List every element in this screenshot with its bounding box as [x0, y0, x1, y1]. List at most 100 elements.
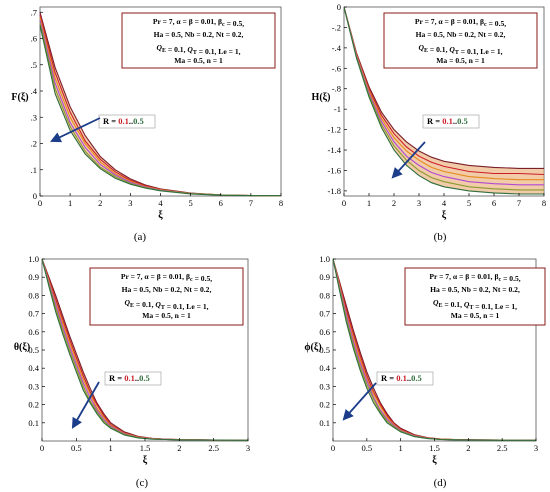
y-tick-label: 0.7: [319, 309, 330, 319]
trend-arrow: [342, 382, 377, 421]
chart-panel-c: 0 0.5 1 1.5 2 2.5 3 0.1 0.2 0.3 0.4 0.5 0.6 0.7 0.8 0.9…: [14, 254, 250, 489]
y-tick-label: 0.9: [28, 272, 39, 282]
series-line: [343, 6, 544, 191]
parameter-line: QE = 0.1, QT = 0.1, Le = 1,: [433, 298, 517, 311]
series-line: [343, 6, 544, 181]
parameter-line: Ha = 0.5, Nb = 0.2, Nt = 0.2,: [416, 30, 506, 39]
x-tick-label: 6: [492, 198, 496, 208]
parameter-line: Ma = 0.5, n = 1: [436, 56, 485, 65]
y-tick-label: 0.7: [28, 309, 39, 319]
parameter-line: QE = 0.1, QT = 0.1, Le = 1,: [418, 43, 502, 56]
y-tick-label: -.8: [332, 84, 341, 94]
chart-panel-b: 0 1 2 3 4 5 6 7 8 0 -.2 -.4 -.6 -.8 -1 -1.2 -1.4 -1.6 -1.8…: [312, 2, 547, 243]
trend-arrow: [391, 141, 426, 179]
y-axis-label: F(ξ): [11, 92, 28, 103]
band-fill: [344, 7, 544, 194]
x-tick-label: 0: [40, 443, 44, 453]
r-label-text: R = 0.1..0.5: [103, 116, 144, 126]
x-tick-label: 2: [466, 443, 470, 453]
x-tick-label: 2: [177, 443, 181, 453]
y-tick-label: .5: [31, 60, 37, 70]
y-tick-label: 0.4: [28, 363, 39, 373]
x-tick-label: 0: [331, 443, 335, 453]
parameter-line: Ha = 0.5, Nb = 0.2, Nt = 0.2,: [122, 285, 212, 294]
x-tick-label: 2.5: [208, 443, 219, 453]
y-tick-label: -1.2: [328, 125, 341, 135]
panel-caption: (b): [434, 231, 447, 243]
r-label-text: R = 0.1..0.5: [109, 373, 150, 383]
x-tick-label: 8: [542, 198, 546, 208]
r-label: R = 0.1..0.5: [376, 371, 434, 386]
x-axis-label: ξ: [158, 210, 163, 221]
y-tick-label: 0.3: [28, 381, 39, 391]
x-tick-label: 1: [367, 198, 371, 208]
y-tick-label: -1.4: [328, 145, 342, 155]
y-tick-label: 0.6: [28, 327, 39, 337]
y-tick-label: 0.2: [319, 400, 330, 410]
series-line: [343, 6, 545, 176]
x-tick-label: 3: [417, 198, 421, 208]
x-tick-label: 1: [68, 198, 72, 208]
x-tick-label: 4: [442, 198, 447, 208]
parameter-box: [121, 12, 276, 69]
x-tick-label: 2: [98, 198, 102, 208]
r-label-text: R = 0.1..0.5: [427, 116, 468, 126]
trend-arrow: [50, 117, 101, 143]
y-tick-label: 0.8: [319, 290, 330, 300]
r-label-box: [422, 114, 480, 129]
y-axis-label: H(ξ): [312, 92, 331, 103]
parameter-box: [404, 267, 546, 326]
x-tick-label: 6: [219, 198, 223, 208]
chart-panel-a: 0 1 2 3 4 5 6 7 8 0 .1 .2 .3 .4 .5 .6 .7 ξ F(ξ) Pr = 7, α =…: [11, 6, 283, 243]
parameter-box: [89, 267, 244, 326]
x-tick-label: 0.5: [71, 443, 82, 453]
y-tick-label: 0.2: [28, 400, 39, 410]
y-tick-label: 0.6: [319, 327, 330, 337]
y-tick-label: 0.8: [28, 290, 39, 300]
y-tick-label: .4: [31, 86, 38, 96]
y-tick-label: .6: [31, 34, 37, 44]
y-tick-label: .2: [31, 139, 37, 149]
parameter-line: Ha = 0.5, Nb = 0.2, Nt = 0.2,: [154, 30, 244, 39]
y-tick-label: -.4: [332, 43, 342, 53]
x-tick-label: 0: [38, 198, 42, 208]
y-tick-label: -1: [334, 104, 341, 114]
x-tick-label: 3: [128, 198, 132, 208]
parameter-line: Ma = 0.5, n = 1: [142, 311, 191, 320]
parameter-line: QE = 0.1, QT = 0.1, Le = 1,: [124, 298, 208, 311]
x-tick-label: 1: [109, 443, 113, 453]
series-line: [343, 6, 544, 195]
panel-caption: (c): [136, 477, 149, 489]
x-tick-label: 3: [534, 443, 538, 453]
y-tick-label: 0.9: [319, 272, 330, 282]
x-tick-label: 3: [246, 443, 250, 453]
chart-panel-d: 0 0.5 1 1.5 2 2.5 3 0.1 0.2 0.3 0.4 0.5 0.6 0.7 0.8 0.9…: [304, 254, 546, 489]
y-axis-label: θ(ξ): [14, 342, 30, 353]
y-tick-label: 0.5: [319, 345, 330, 355]
x-tick-label: 0: [342, 198, 346, 208]
r-label: R = 0.1..0.5: [98, 114, 156, 129]
y-tick-label: .3: [31, 112, 37, 122]
y-tick-label: 0: [337, 2, 341, 12]
x-tick-label: 2.5: [497, 443, 508, 453]
parameter-line: Pr = 7, α = β = 0.01, βc = 0.5,: [153, 17, 244, 28]
parameter-line: Ha = 0.5, Nb = 0.2, Nt = 0.2,: [430, 285, 520, 294]
x-tick-label: 1.5: [429, 443, 440, 453]
y-tick-label: 0.4: [319, 363, 330, 373]
y-axis-label: ϕ(ξ): [304, 342, 321, 353]
series-line: [41, 258, 249, 441]
x-axis-label: ξ: [432, 455, 437, 466]
parameter-line: Pr = 7, α = β = 0.01, βc = 0.5,: [429, 272, 520, 283]
x-tick-label: 0.5: [362, 443, 373, 453]
x-tick-label: 8: [279, 198, 283, 208]
y-tick-label: -1.8: [328, 186, 341, 196]
y-tick-label: -.6: [332, 63, 341, 73]
y-tick-label: 0.3: [319, 381, 330, 391]
panel-caption: (a): [134, 231, 147, 243]
series-line: [343, 6, 544, 186]
panel-caption: (d): [434, 477, 447, 489]
parameter-line: Ma = 0.5, n = 1: [451, 311, 500, 320]
y-tick-label: 0.5: [28, 345, 39, 355]
y-tick-label: 1.0: [28, 254, 39, 264]
